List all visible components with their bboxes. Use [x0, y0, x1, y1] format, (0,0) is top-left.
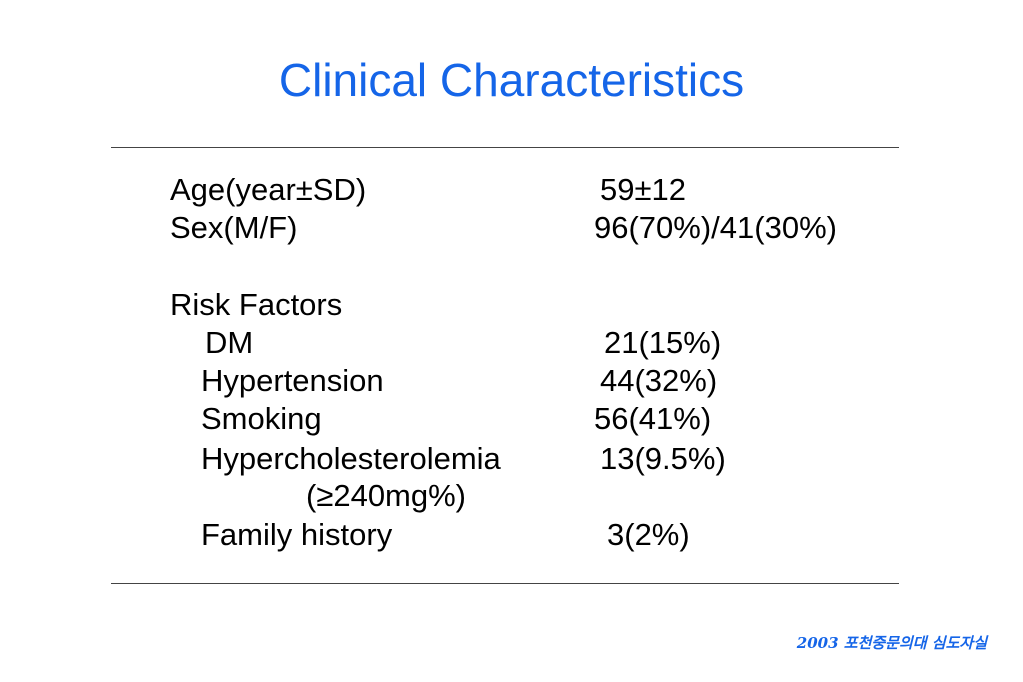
risk-factors-heading: Risk Factors	[170, 287, 343, 322]
hypercholesterolemia-value: 13(9.5%)	[600, 441, 726, 476]
age-value: 59±12	[600, 172, 686, 207]
family-history-value: 3(2%)	[607, 517, 690, 552]
sex-value: 96(70%)/41(30%)	[594, 210, 837, 245]
age-label: Age(year±SD)	[170, 172, 367, 207]
dm-value: 21(15%)	[604, 325, 722, 360]
smoking-value: 56(41%)	[594, 401, 712, 436]
slide-title: Clinical Characteristics	[278, 54, 745, 106]
dm-label: DM	[205, 325, 254, 360]
footer-credit: 2003 포천중문의대 심도자실	[796, 634, 987, 652]
family-history-label: Family history	[201, 517, 393, 552]
hypertension-value: 44(32%)	[600, 363, 718, 398]
bottom-divider	[111, 583, 899, 584]
top-divider	[111, 147, 899, 148]
sex-label: Sex(M/F)	[170, 210, 298, 245]
hypertension-label: Hypertension	[201, 363, 384, 398]
hypercholesterolemia-label: Hypercholesterolemia	[201, 441, 501, 476]
smoking-label: Smoking	[201, 401, 322, 436]
hypercholesterolemia-note: (≥240mg%)	[306, 478, 467, 513]
